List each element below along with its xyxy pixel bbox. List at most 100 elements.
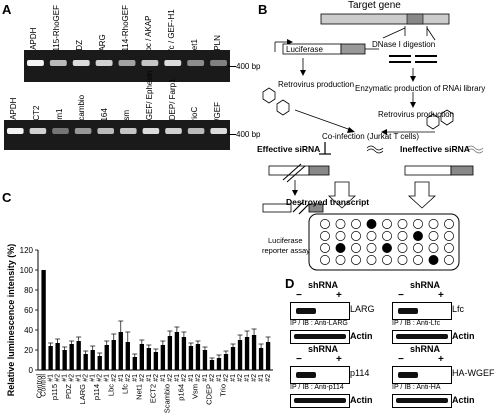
retrovirus-label-2: Retrovirus production: [378, 110, 455, 119]
x-group-label: p164: [176, 384, 185, 401]
bp-marker-row2: 400 bp: [236, 130, 261, 139]
gel-band: [210, 128, 227, 134]
x-tick-label: #1: [216, 374, 223, 382]
x-tick-label: #1: [90, 374, 97, 382]
x-group-label: Trio: [218, 384, 227, 397]
y-tick-label: 60: [24, 306, 33, 315]
x-group-label: LARG: [78, 384, 87, 405]
minus-label: −: [296, 290, 302, 301]
x-group-label: p114: [92, 384, 101, 400]
x-tick-label: #2: [97, 374, 104, 382]
gel-band: [187, 60, 205, 66]
x-group-label: Lfc: [120, 384, 129, 394]
plus-label: +: [438, 290, 444, 301]
plate-well: [428, 231, 439, 241]
x-tick-label: #1: [258, 374, 265, 382]
shrna-label: shRNA: [308, 344, 339, 354]
plate-well: [444, 219, 454, 229]
assay-plate: [308, 213, 460, 271]
plus-label: +: [336, 290, 342, 301]
gel-band: [72, 60, 90, 66]
bar: [41, 270, 46, 370]
gel-band: [29, 128, 47, 134]
plate-well: [335, 219, 346, 229]
bar: [48, 346, 53, 370]
x-group-label: Net1: [134, 384, 143, 400]
plate-well: [397, 243, 408, 253]
gel-band: [52, 128, 69, 134]
ip-label: IP / IB : Anti-LARG: [290, 320, 348, 327]
actin-blot-panel: [392, 394, 452, 408]
target-blot-panel: [392, 366, 452, 384]
blot-band: [296, 308, 316, 314]
x-tick-label: #2: [55, 374, 62, 382]
target-gene-insert: [406, 13, 424, 25]
x-tick-label: #2: [265, 374, 272, 382]
x-tick-label: #2: [209, 374, 216, 382]
bar: [118, 332, 123, 370]
plate-well: [444, 243, 454, 253]
plate-well: [413, 219, 423, 229]
dnase-label: DNase I digestion: [372, 40, 436, 49]
gel-row-2: [4, 120, 230, 150]
plate-well: [351, 255, 361, 265]
x-tick-label: #2: [139, 374, 146, 382]
x-tick-label: #2: [195, 374, 202, 382]
panel-d-letter: D: [285, 276, 295, 291]
x-tick-label: #2: [223, 374, 230, 382]
plate-well: [382, 219, 392, 229]
x-group-label: CDEP: [204, 384, 213, 405]
actin-blot-panel: [392, 330, 452, 344]
ip-label: IP / IB : Anti-HA: [392, 384, 441, 391]
plate-well: [366, 255, 377, 265]
bar: [209, 360, 215, 370]
plate-well: [320, 255, 330, 265]
x-tick-label: #1: [230, 374, 237, 382]
plate-well: [366, 243, 377, 253]
plate-well: [413, 243, 423, 253]
bar: [195, 344, 201, 370]
plate-well: [382, 255, 392, 265]
minus-label: −: [398, 354, 404, 365]
target-blot-panel: [290, 366, 350, 384]
x-tick-label: #2: [153, 374, 160, 382]
actin-band: [294, 398, 346, 403]
actin-blot-panel: [290, 330, 350, 344]
bp-marker-row1: 400 bp: [236, 62, 261, 71]
x-tick-label: #2: [69, 374, 76, 382]
bar: [90, 350, 95, 370]
target-name: HA-WGEF: [452, 368, 495, 378]
bar: [83, 354, 88, 370]
luminescence-chart: 0 20 40 60 80 100 120 Relative luminescence int…: [6, 244, 273, 413]
plate-well: [351, 219, 361, 229]
plate-well: [335, 243, 346, 253]
bar: [132, 357, 137, 370]
bar: [181, 337, 187, 370]
y-tick-label: 80: [24, 286, 33, 295]
plate-well: [444, 255, 454, 265]
plate-well: [397, 255, 408, 265]
plate-well: [335, 255, 346, 265]
gel-band: [118, 60, 136, 66]
bp-dash-row2: [228, 134, 236, 135]
bar: [202, 350, 208, 370]
gel-band: [210, 60, 227, 66]
bar: [153, 352, 159, 370]
x-group-label: p115: [50, 384, 59, 400]
actin-label: Actin: [452, 395, 475, 405]
plate-well: [413, 255, 423, 265]
bar: [223, 354, 229, 370]
shrna-label: shRNA: [410, 280, 441, 290]
y-axis-label: Relative luminescence intensity (%): [6, 244, 16, 397]
minus-label: −: [296, 354, 302, 365]
plate-well: [320, 219, 330, 229]
y-tick-label: 100: [20, 266, 34, 275]
x-tick-label: #2: [111, 374, 118, 382]
panel-b-diagram: [262, 13, 484, 271]
bar: [146, 348, 152, 370]
bar: [69, 344, 74, 370]
actin-band: [294, 334, 346, 339]
x-tick-label: Control: [41, 374, 48, 397]
gel-band: [141, 60, 159, 66]
x-tick-label: #1: [118, 374, 125, 382]
